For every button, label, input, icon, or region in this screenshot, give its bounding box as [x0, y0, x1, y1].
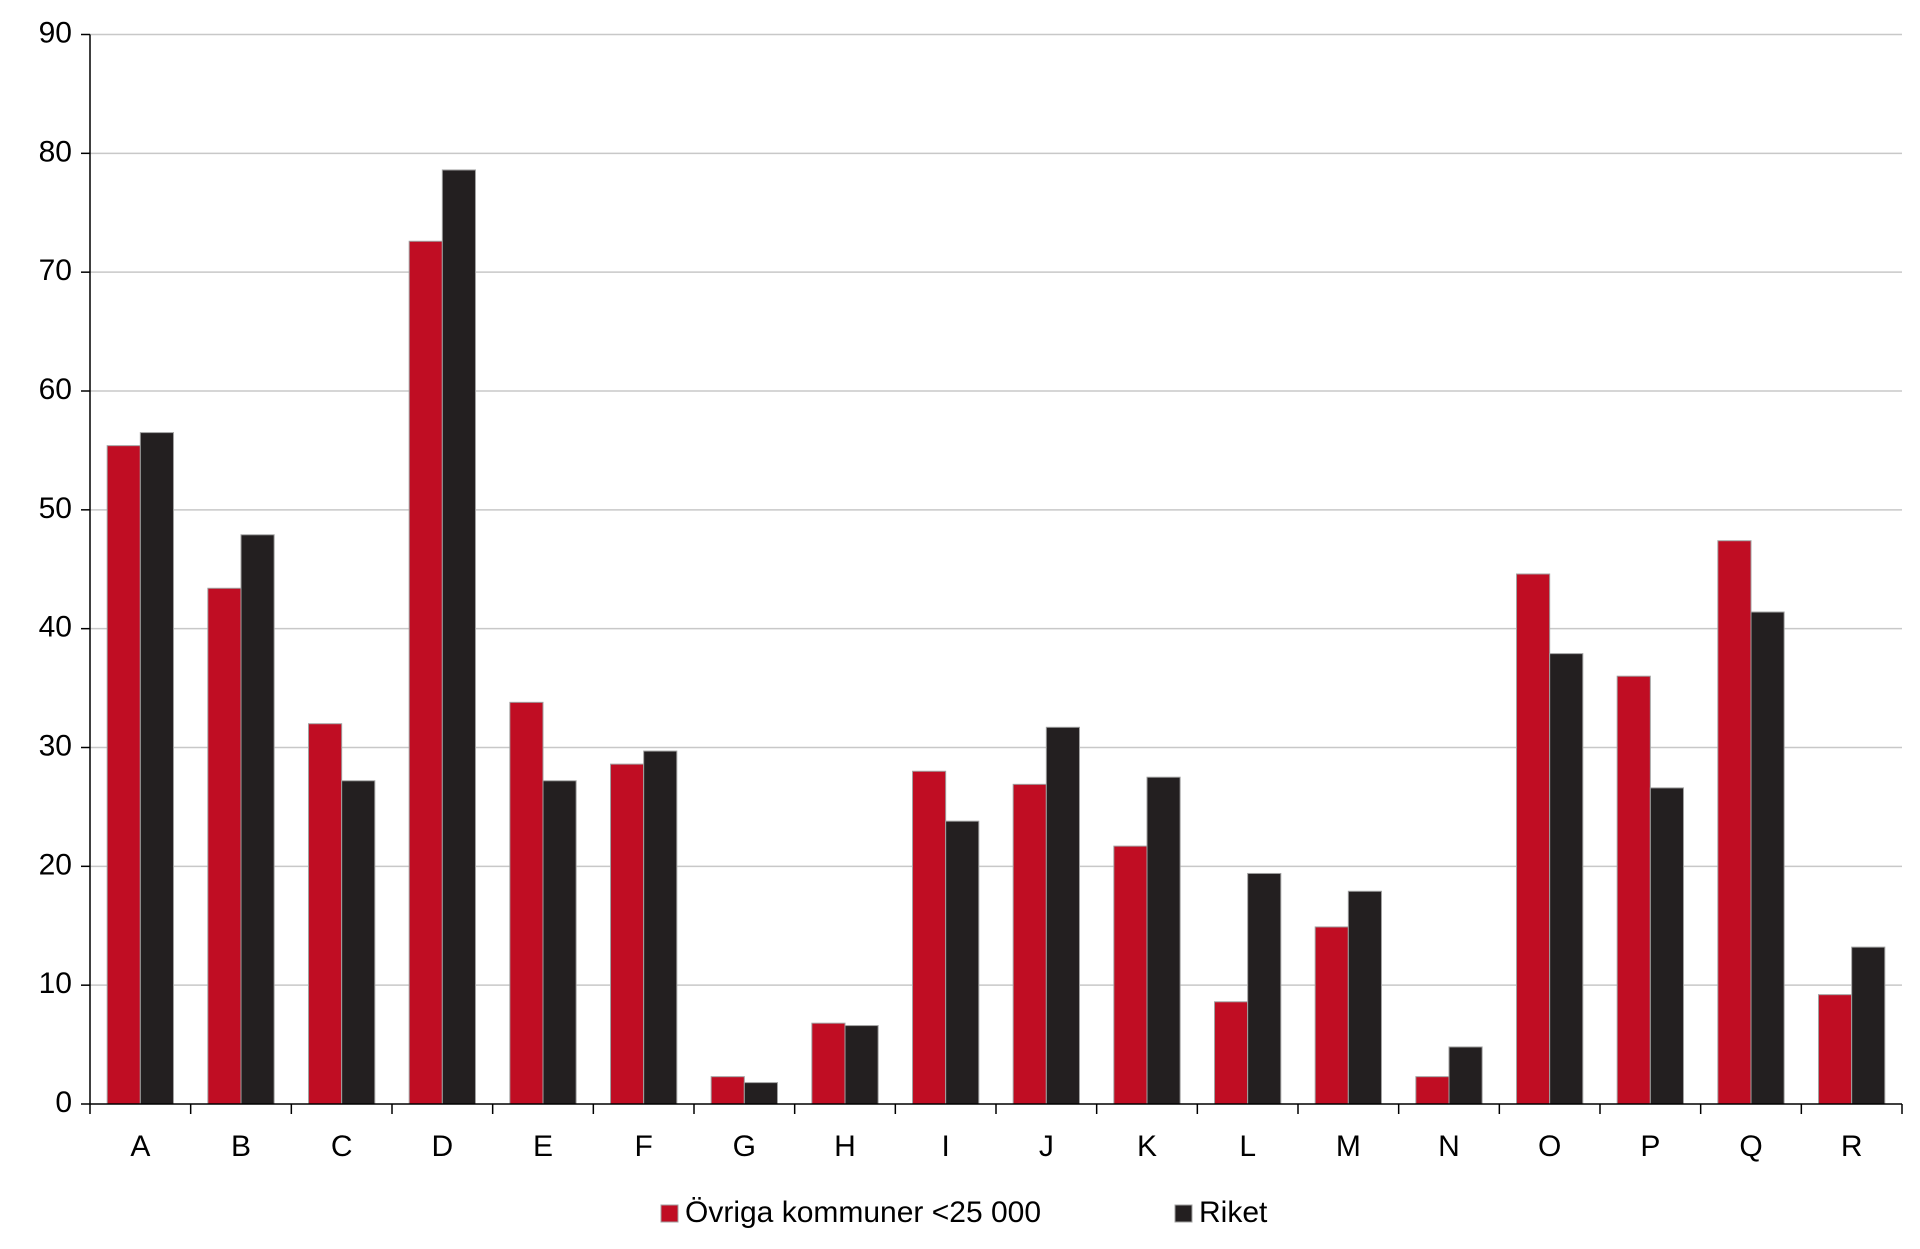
legend-label: Övriga kommuner <25 000 — [685, 1196, 1041, 1229]
bar — [1146, 776, 1181, 1105]
y-tick-label: 90 — [39, 16, 72, 49]
x-tick-label: M — [1336, 1130, 1361, 1163]
bar — [610, 763, 645, 1105]
bar — [1717, 540, 1752, 1105]
legend-label: Riket — [1199, 1196, 1268, 1229]
bar — [207, 587, 242, 1105]
x-tick-label: A — [130, 1130, 150, 1163]
x-tick-label: L — [1239, 1130, 1256, 1163]
x-tick-label: K — [1137, 1130, 1157, 1163]
bar — [1045, 726, 1080, 1105]
bar — [1247, 872, 1282, 1105]
bar — [509, 701, 544, 1105]
bar — [341, 780, 376, 1105]
y-tick-label: 60 — [39, 373, 72, 406]
bar — [710, 1076, 745, 1105]
bar — [1314, 926, 1349, 1105]
bar — [1214, 1001, 1249, 1105]
bar — [1649, 787, 1684, 1105]
bar — [1616, 675, 1651, 1105]
bar — [1113, 845, 1148, 1105]
bar — [945, 820, 980, 1105]
bar — [106, 445, 141, 1105]
bar — [1012, 783, 1047, 1105]
bar — [1750, 611, 1785, 1105]
bar — [139, 432, 174, 1105]
bar — [1818, 994, 1853, 1105]
x-tick-label: I — [941, 1130, 949, 1163]
bar — [912, 770, 947, 1105]
y-tick-label: 80 — [39, 135, 72, 168]
bar — [743, 1082, 778, 1105]
x-tick-label: D — [431, 1130, 453, 1163]
x-tick-label: B — [231, 1130, 251, 1163]
y-tick-label: 30 — [39, 729, 72, 762]
x-tick-label: R — [1841, 1130, 1863, 1163]
bar — [408, 240, 443, 1105]
y-tick-label: 50 — [39, 492, 72, 525]
bar — [441, 169, 476, 1105]
bar — [811, 1022, 846, 1105]
x-tick-label: F — [635, 1130, 653, 1163]
legend-swatch — [660, 1204, 679, 1223]
x-tick-label: E — [533, 1130, 553, 1163]
x-tick-label: N — [1438, 1130, 1460, 1163]
x-tick-label: P — [1640, 1130, 1660, 1163]
bar — [240, 534, 275, 1105]
bar — [1516, 573, 1551, 1105]
y-tick-label: 10 — [39, 967, 72, 1000]
bar — [1347, 890, 1382, 1105]
x-tick-label: Q — [1739, 1130, 1762, 1163]
y-tick-label: 20 — [39, 848, 72, 881]
x-tick-label: O — [1538, 1130, 1561, 1163]
x-tick-label: G — [733, 1130, 756, 1163]
y-tick-label: 70 — [39, 254, 72, 287]
bar — [1851, 946, 1886, 1105]
x-tick-label: C — [331, 1130, 353, 1163]
bar — [308, 723, 343, 1105]
bar — [1549, 653, 1584, 1105]
bar — [643, 750, 678, 1105]
bar — [542, 780, 577, 1105]
x-tick-label: J — [1039, 1130, 1054, 1163]
y-tick-label: 40 — [39, 611, 72, 644]
bar — [1448, 1046, 1483, 1105]
y-tick-label: 0 — [55, 1086, 72, 1119]
bar — [844, 1025, 879, 1105]
x-tick-label: H — [834, 1130, 856, 1163]
bar — [1415, 1076, 1450, 1105]
legend-swatch — [1174, 1204, 1193, 1223]
